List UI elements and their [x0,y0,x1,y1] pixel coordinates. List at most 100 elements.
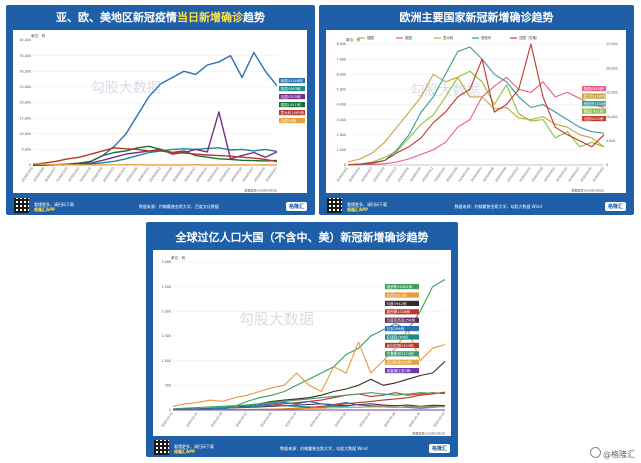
legend-label: 中国30例 [281,118,297,123]
y-tick-label: 500 [165,384,171,388]
legend-tag [582,86,606,92]
y-axis-label: 单位：例 [346,37,360,42]
legend-tag [279,110,305,116]
y2-tick-label: 0 [606,163,608,167]
y2-tick-label: 10,000 [606,115,618,119]
legend-tag [385,317,419,323]
legend-tag [385,284,419,290]
legend-tag [582,108,606,114]
series-line [32,162,277,166]
source-note: 数据来源：约翰霍普金斯大学，百度文化数据 [138,204,219,209]
legend-label: 俄罗斯10581例 [387,284,413,289]
y2-tick-label: 15,000 [606,91,618,95]
y-tick-label: 5,000 [337,88,346,92]
y-tick-label: 10,000 [19,132,31,136]
chart-title: 亚、欧、美地区新冠疫情当日新增确诊趋势 [6,9,315,25]
plot-area: 勾股大数据 单位：例 0 500 1,000 1,500 2,000 2,500 3,000 20… [153,250,451,436]
plot-area: 勾股大数据 单位：例 0 1,000 2,000 3,000 4,000 5,000 6,000… [326,30,626,193]
legend-label: 巴西5310例 [387,292,407,297]
y-tick-label: 20,000 [19,101,31,105]
y-tick-label: 4,000 [337,103,346,107]
x-tick-label: 2020-03-25 [185,411,198,428]
legend-label: 德国 [367,35,374,40]
footer-text: 看懂更多，请扫码下载 格隆汇APP [174,444,214,454]
qr-code-icon [14,198,29,213]
series-line [347,76,605,166]
date-note: 数据截至2020年5月5日 [245,188,277,193]
legend-tag [582,93,606,99]
y-tick-label: 6,000 [337,72,346,76]
legend-tag [385,309,419,315]
y-tick-label: 40,000 [19,38,31,42]
legend-label: 尼日利亚245例 [387,360,412,365]
series-line [172,279,446,410]
legend-tag [279,102,305,108]
logo: 格隆汇 [285,202,307,211]
legend-label: 法国（右轴） [519,35,539,40]
chart-watermark: 勾股大数据 [239,310,314,328]
x-tick-label: 2020/05/03 [592,166,605,183]
legend-tag [279,94,305,100]
legend-label: 印度3942例 [387,301,407,306]
y-tick-label: 2,500 [162,285,171,289]
y-tick-label: 25,000 [19,85,31,89]
legend-label: 埃塞俄比亚2例 [387,368,411,373]
y-axis-label: 单位：例 [31,33,45,38]
y2-tick-label: 5,000 [606,139,615,143]
qr-code-icon [154,440,169,455]
title-highlight: 当日新增确诊 [177,11,243,24]
legend-label: 英国4363例 [584,86,604,91]
legend-label: 墨西哥1318例 [387,309,411,314]
legend-label: 德国1451例 [281,102,301,107]
legend-label: 孟加拉国1453例 [387,343,415,348]
series-line [347,73,605,163]
y-tick-label: 3,000 [337,118,346,122]
footer-text: 看懂更多，请扫码下载 格隆汇APP [347,202,387,212]
legend-tag [279,86,305,92]
y-tick-label: 8,000 [337,42,346,46]
y-tick-label: 3,000 [162,260,171,264]
legend-label: 印度尼西亚356例 [387,318,416,323]
footer: 看懂更多，请扫码下载 格隆汇APP 数据来源：约翰霍普金斯大学，勾股大数据 Win… [146,437,458,457]
legend-label: 法国4203例 [584,116,604,121]
legend-label: 英国 [405,35,412,40]
page-watermark: @格隆汇 [590,447,635,460]
title-plain: 亚、欧、美地区新冠疫情 [56,11,177,24]
legend-label: 意大利 [443,35,454,40]
x-tick-label: 2020-04-14 [309,411,322,428]
series-line [172,329,446,407]
date-note: 数据截至2020年5月5日 [413,431,445,436]
series-line [347,46,605,166]
y2-tick-label: 25,000 [606,42,618,46]
legend-tag [279,78,305,84]
source-note: 数据来源：约翰霍普金斯大学，勾股大数据 Wind [454,204,542,209]
series-line [172,392,446,410]
chart-watermark: 勾股大数据 [91,81,161,97]
line-chart: 勾股大数据 单位：例 0 500 1,000 1,500 2,000 2,500 3,000 20… [161,255,446,436]
legend-label: 意大利1065例 [584,94,608,99]
legend-label: 菲律宾284例 [387,334,409,339]
x-tick-label: 2020-05-04 [433,411,446,428]
y-tick-label: 30,000 [19,69,31,73]
legend-label: 英国4363例 [281,86,301,91]
y-tick-label: 15,000 [19,116,31,120]
legend-tag [385,368,419,374]
x-tick-label: 2020-04-22 [358,411,371,428]
y-tick-label: 1,500 [162,334,171,338]
legend-tag [385,359,419,365]
chart-panel-asia-europe-us: 亚、欧、美地区新冠疫情当日新增确诊趋势 勾股大数据 单位：例 0 5,000 10,00… [6,5,315,215]
legend-tag [582,101,606,107]
y-tick-label: 0 [169,408,171,412]
chart-watermark: 勾股大数据 [410,83,480,99]
y-tick-label: 2,000 [162,310,171,314]
legend-label: 美国25348例 [281,78,304,83]
legend-label: 巴基斯坦1375例 [387,351,415,356]
date-note: 数据截至2020年5月5日 [572,188,604,193]
y-axis-label: 单位：例 [171,255,185,260]
series-line [32,145,278,166]
legend-tag [279,118,305,124]
legend-label: 西班牙1316例 [584,101,608,106]
series-line [347,43,605,166]
y-tick-label: 35,000 [19,54,31,58]
y-tick-label: 0 [344,163,346,167]
